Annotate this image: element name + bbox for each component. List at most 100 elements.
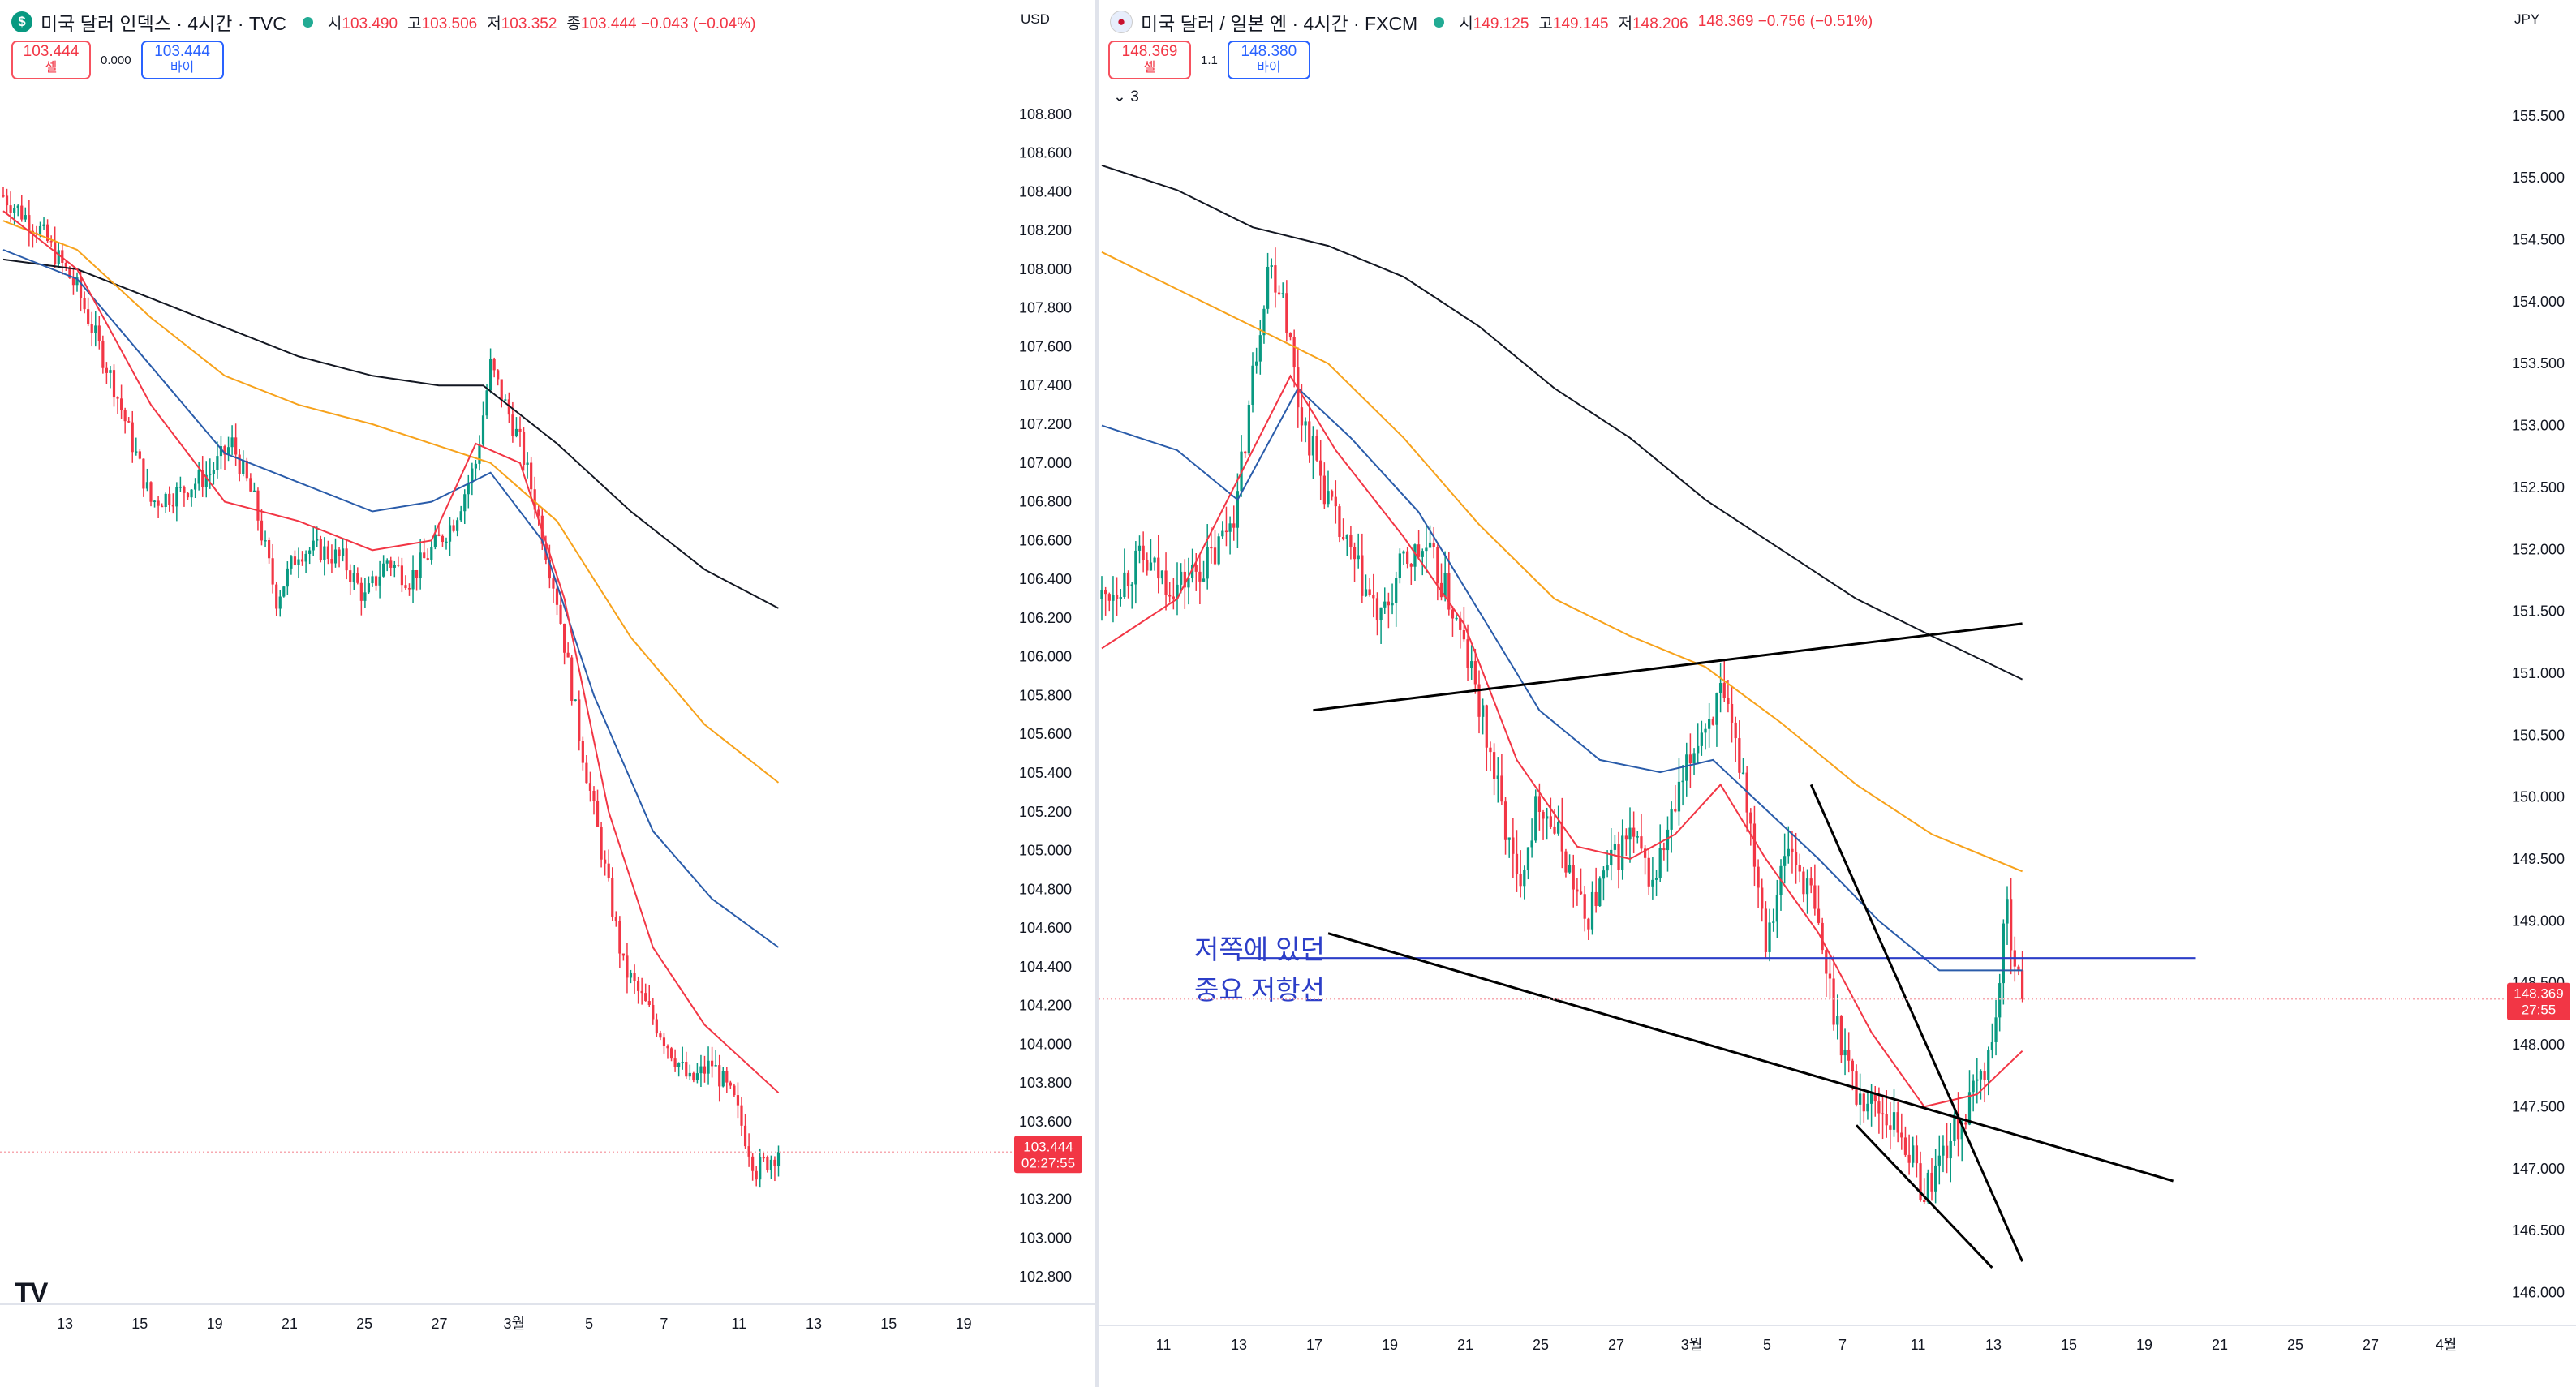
- candle[interactable]: [87, 309, 90, 324]
- candle[interactable]: [2006, 899, 2009, 924]
- candle[interactable]: [707, 1060, 710, 1074]
- candle[interactable]: [249, 478, 252, 492]
- candle[interactable]: [600, 827, 603, 860]
- candle[interactable]: [1832, 978, 1835, 1025]
- candle[interactable]: [1530, 840, 1533, 848]
- candle[interactable]: [1315, 436, 1318, 461]
- candle[interactable]: [1112, 595, 1115, 601]
- dxy-chart-pane[interactable]: $ 미국 달러 인덱스 · 4시간 · TVC 시103.490 고103.50…: [0, 0, 1133, 1387]
- candle[interactable]: [1873, 1093, 1877, 1102]
- candle[interactable]: [1496, 775, 1499, 779]
- candle[interactable]: [1277, 292, 1281, 294]
- candle[interactable]: [1990, 1041, 1994, 1050]
- candle[interactable]: [1202, 578, 1206, 582]
- candle[interactable]: [1417, 544, 1421, 557]
- candle[interactable]: [592, 790, 596, 801]
- candle[interactable]: [1224, 530, 1228, 533]
- candle[interactable]: [1383, 601, 1387, 608]
- candle[interactable]: [1334, 496, 1337, 507]
- candle[interactable]: [1761, 887, 1764, 909]
- candle[interactable]: [1409, 564, 1413, 567]
- ema-mid-line[interactable]: [2, 249, 780, 948]
- candle[interactable]: [1598, 878, 1602, 907]
- candle[interactable]: [278, 596, 282, 609]
- candle[interactable]: [467, 483, 470, 495]
- candle[interactable]: [755, 1170, 758, 1180]
- candle[interactable]: [1677, 781, 1681, 812]
- candle[interactable]: [1903, 1137, 1907, 1155]
- candle[interactable]: [1915, 1145, 1919, 1164]
- candle[interactable]: [1402, 551, 1405, 554]
- candle[interactable]: [1327, 491, 1330, 505]
- candle[interactable]: [1674, 809, 1677, 812]
- candle[interactable]: [1704, 728, 1707, 733]
- candle[interactable]: [1636, 836, 1639, 838]
- candle[interactable]: [223, 446, 226, 455]
- candle[interactable]: [2002, 923, 2005, 984]
- candle[interactable]: [359, 582, 363, 601]
- candle[interactable]: [38, 225, 42, 235]
- candle[interactable]: [585, 762, 588, 784]
- trendline[interactable]: [1313, 622, 2023, 712]
- usdjpy-chart-pane[interactable]: ● 미국 달러 / 일본 엔 · 4시간 · FXCM 시149.125 고14…: [1099, 0, 2576, 1387]
- candle[interactable]: [626, 955, 629, 978]
- candle[interactable]: [637, 981, 640, 991]
- candle[interactable]: [1459, 617, 1462, 630]
- candle[interactable]: [282, 586, 286, 597]
- candle[interactable]: [342, 548, 345, 556]
- candle[interactable]: [1976, 1079, 1979, 1081]
- candle[interactable]: [1794, 852, 1798, 865]
- candle[interactable]: [1512, 837, 1515, 854]
- candle[interactable]: [522, 432, 526, 465]
- candle[interactable]: [563, 623, 566, 653]
- candle[interactable]: [1368, 589, 1371, 595]
- candle[interactable]: [1640, 836, 1643, 849]
- candle[interactable]: [721, 1071, 725, 1087]
- candle[interactable]: [1557, 822, 1560, 834]
- candle[interactable]: [1236, 491, 1240, 528]
- candle[interactable]: [673, 1058, 677, 1067]
- candle[interactable]: [699, 1066, 703, 1074]
- candle[interactable]: [316, 539, 319, 541]
- candle[interactable]: [776, 1152, 781, 1166]
- candle[interactable]: [1126, 572, 1130, 586]
- candle[interactable]: [1964, 1122, 1967, 1125]
- candle[interactable]: [1621, 835, 1624, 870]
- candle[interactable]: [1217, 536, 1220, 565]
- candle[interactable]: [419, 552, 422, 578]
- candle[interactable]: [256, 490, 260, 521]
- candle[interactable]: [1546, 816, 1549, 819]
- candle[interactable]: [1391, 603, 1394, 606]
- candle[interactable]: [1115, 595, 1119, 599]
- candle[interactable]: [1708, 719, 1711, 729]
- candle[interactable]: [164, 493, 167, 508]
- candle[interactable]: [1194, 565, 1198, 572]
- candle[interactable]: [747, 1146, 750, 1157]
- candle[interactable]: [1572, 865, 1575, 890]
- candle[interactable]: [1451, 609, 1455, 619]
- candle[interactable]: [404, 585, 407, 589]
- candle[interactable]: [1492, 752, 1496, 779]
- candle[interactable]: [157, 500, 160, 506]
- candle[interactable]: [120, 398, 123, 410]
- candle[interactable]: [448, 525, 452, 542]
- candle[interactable]: [1692, 753, 1696, 764]
- candle[interactable]: [1594, 891, 1598, 907]
- candle[interactable]: [773, 1159, 776, 1166]
- candle[interactable]: [1711, 719, 1714, 725]
- candle[interactable]: [1628, 827, 1632, 840]
- candle[interactable]: [1994, 1017, 1998, 1042]
- candle[interactable]: [245, 460, 248, 479]
- candle[interactable]: [1881, 1113, 1885, 1115]
- candle[interactable]: [183, 487, 186, 493]
- candle[interactable]: [57, 250, 60, 264]
- candle[interactable]: [497, 370, 500, 380]
- candle[interactable]: [681, 1062, 684, 1064]
- candle[interactable]: [1741, 772, 1745, 775]
- candle[interactable]: [356, 573, 359, 583]
- candle[interactable]: [1900, 1132, 1903, 1138]
- candle[interactable]: [481, 415, 485, 445]
- candle[interactable]: [1949, 1140, 1952, 1159]
- candle[interactable]: [1157, 557, 1160, 579]
- candle[interactable]: [1805, 878, 1809, 895]
